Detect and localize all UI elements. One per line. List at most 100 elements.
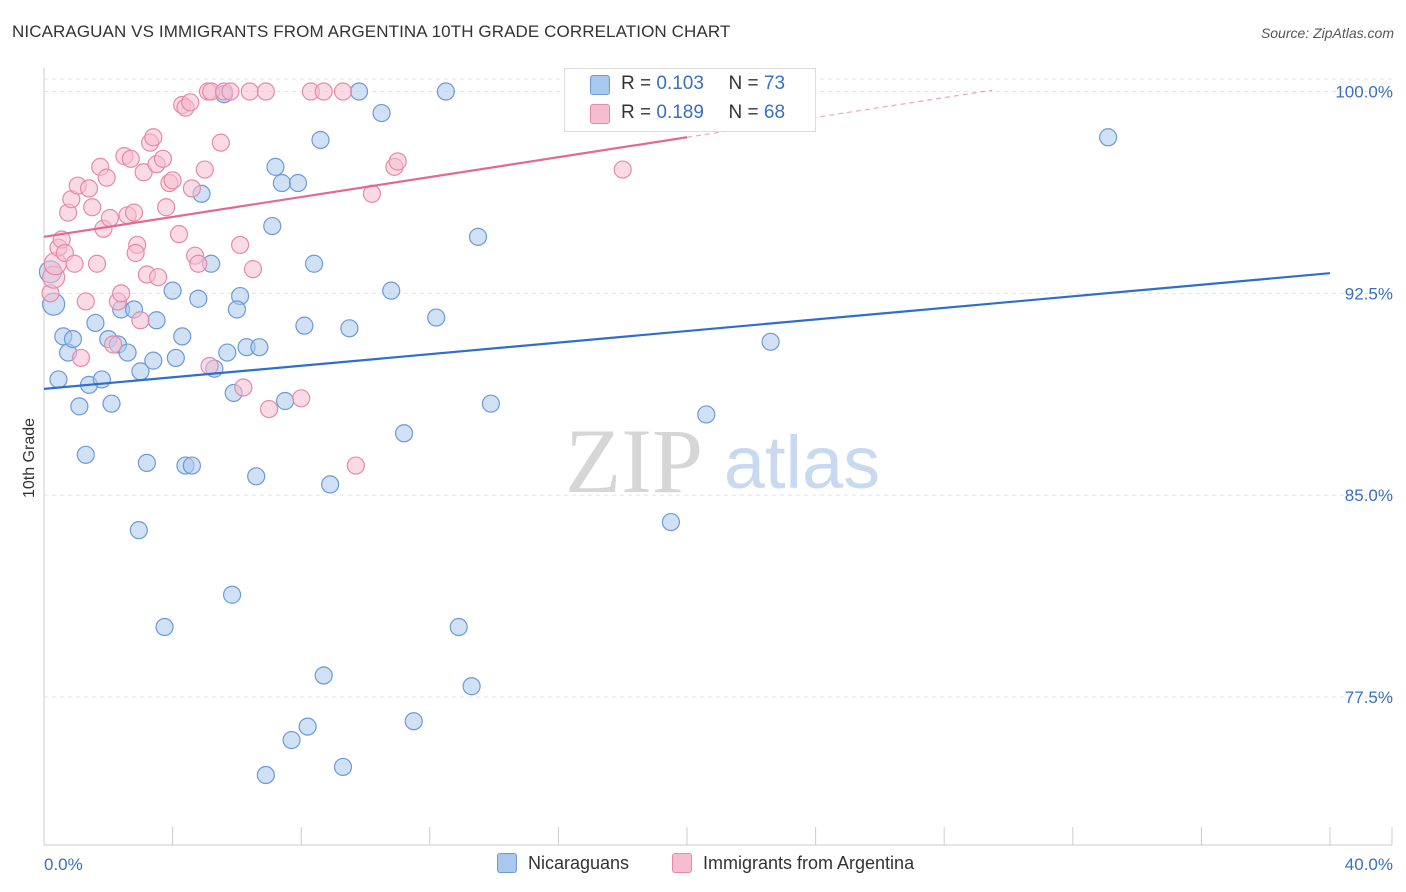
point-argentina	[97, 168, 116, 187]
point-nicaraguan	[102, 394, 121, 413]
point-nicaraguan	[462, 677, 481, 696]
point-argentina	[104, 335, 123, 354]
legend-row-argentina: R = 0.189 N = 68	[621, 102, 785, 124]
point-argentina	[134, 163, 153, 182]
point-argentina	[211, 133, 230, 152]
n-value: 68	[763, 102, 786, 123]
point-nicaraguan	[340, 319, 359, 338]
point-nicaraguan	[436, 82, 455, 101]
point-argentina	[181, 93, 200, 112]
point-nicaraguan	[1099, 128, 1118, 147]
point-nicaraguan	[147, 311, 166, 330]
point-argentina	[157, 198, 176, 217]
bottom-legend-nicaraguans: Nicaraguans	[528, 853, 630, 873]
point-nicaraguan	[92, 370, 111, 389]
point-argentina	[200, 356, 219, 376]
point-nicaraguan	[227, 300, 246, 319]
point-nicaraguan	[298, 717, 317, 736]
point-nicaraguan	[250, 338, 269, 357]
watermark: ZIP atlas	[565, 410, 880, 512]
x-tick-label: 0.0%	[44, 855, 83, 874]
y-tick-label: 92.5%	[1345, 284, 1393, 303]
point-nicaraguan	[166, 348, 185, 368]
chart-title: NICARAGUAN VS IMMIGRANTS FROM ARGENTINA …	[12, 22, 731, 41]
point-nicaraguan	[468, 227, 488, 246]
point-nicaraguan	[86, 313, 105, 333]
point-argentina	[314, 82, 333, 101]
stats-legend: R = 0.103 N = 73 R = 0.189 N = 68	[564, 68, 816, 132]
legend-swatch-blue	[590, 75, 610, 95]
n-label: N =	[728, 102, 759, 123]
points-layer	[38, 82, 1118, 785]
point-argentina	[221, 82, 240, 101]
point-nicaraguan	[144, 351, 163, 370]
point-nicaraguan	[173, 327, 192, 346]
point-argentina	[169, 225, 189, 244]
point-nicaraguan	[163, 281, 182, 300]
point-nicaraguan	[247, 467, 266, 486]
point-nicaraguan	[256, 765, 275, 785]
point-argentina	[131, 311, 150, 330]
point-argentina	[259, 399, 279, 419]
point-nicaraguan	[372, 103, 391, 123]
point-nicaraguan	[189, 289, 208, 308]
bottom-legend-argentina: Immigrants from Argentina	[703, 853, 915, 873]
point-nicaraguan	[321, 475, 340, 494]
watermark-zip: ZIP	[565, 410, 703, 512]
point-nicaraguan	[314, 666, 333, 685]
point-nicaraguan	[118, 343, 137, 362]
point-nicaraguan	[404, 712, 423, 731]
point-argentina	[100, 208, 120, 228]
point-nicaraguan	[272, 173, 292, 193]
bottom-legend-swatch-pink	[672, 853, 692, 873]
point-argentina	[126, 243, 145, 263]
point-nicaraguan	[311, 130, 330, 150]
point-argentina	[195, 160, 214, 179]
point-nicaraguan	[481, 394, 500, 413]
watermark-atlas: atlas	[724, 421, 880, 504]
point-argentina	[112, 284, 131, 303]
y-tick-label: 100.0%	[1335, 83, 1393, 102]
point-nicaraguan	[382, 281, 401, 300]
point-argentina	[240, 82, 259, 101]
point-argentina	[124, 203, 144, 222]
bottom-legend-swatch-blue	[497, 853, 517, 873]
point-nicaraguan	[182, 456, 201, 475]
point-argentina	[79, 179, 99, 198]
point-nicaraguan	[288, 173, 308, 193]
point-nicaraguan	[661, 512, 681, 532]
point-nicaraguan	[263, 216, 282, 236]
point-nicaraguan	[76, 445, 95, 464]
legend-swatch-pink	[590, 104, 610, 124]
point-argentina	[333, 82, 353, 101]
point-nicaraguan	[129, 521, 148, 540]
point-argentina	[153, 149, 173, 168]
legend-row-nicaraguans: R = 0.103 N = 73	[621, 73, 785, 95]
y-axis-label: 10th Grade	[21, 418, 38, 498]
point-argentina	[182, 179, 201, 198]
point-nicaraguan	[49, 370, 68, 389]
point-argentina	[121, 149, 140, 168]
point-argentina	[234, 378, 253, 397]
point-nicaraguan	[63, 329, 83, 349]
point-nicaraguan	[295, 316, 314, 335]
n-value: 73	[763, 73, 786, 94]
axes-layer	[43, 68, 1393, 846]
point-nicaraguan	[333, 757, 353, 777]
point-nicaraguan	[155, 617, 174, 637]
point-argentina	[292, 389, 311, 408]
point-nicaraguan	[70, 397, 89, 416]
point-argentina	[346, 456, 365, 475]
point-nicaraguan	[349, 82, 369, 101]
tick-labels: 77.5% 85.0% 92.5% 100.0% 0.0% 40.0%	[44, 83, 1393, 874]
point-argentina	[231, 235, 250, 255]
point-argentina	[76, 292, 95, 311]
point-nicaraguan	[266, 157, 285, 176]
point-nicaraguan	[276, 391, 295, 411]
point-nicaraguan	[218, 343, 237, 362]
point-argentina	[613, 160, 632, 179]
point-argentina	[83, 198, 102, 217]
point-argentina	[163, 171, 182, 190]
point-nicaraguan	[304, 254, 324, 273]
